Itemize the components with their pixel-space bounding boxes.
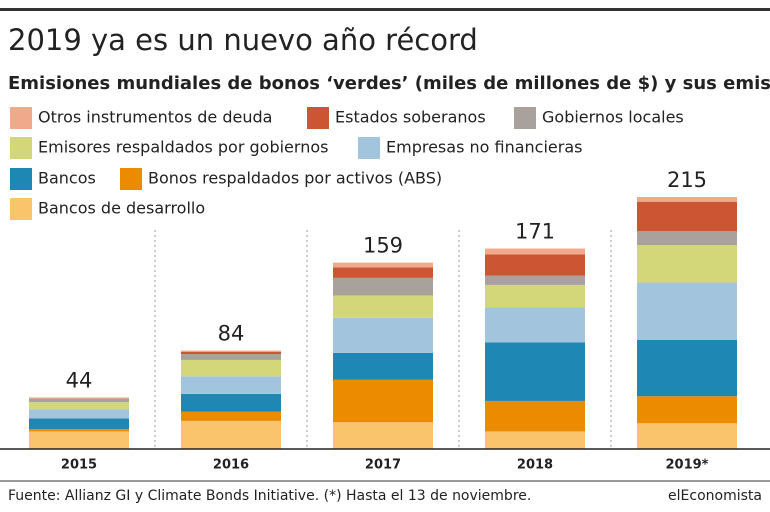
bar-segment bbox=[485, 284, 585, 308]
bar-segment bbox=[333, 267, 433, 278]
bar-segment bbox=[333, 317, 433, 353]
legend-swatch bbox=[10, 137, 32, 159]
bar-segment bbox=[333, 352, 433, 380]
top-rule bbox=[0, 8, 770, 11]
bar-segment bbox=[29, 431, 129, 449]
bar-segment bbox=[637, 201, 737, 231]
bar-segment bbox=[181, 351, 281, 355]
bar-segment bbox=[637, 423, 737, 449]
bar-segment bbox=[333, 277, 433, 296]
legend-label: Emisores respaldados por gobiernos bbox=[38, 138, 328, 157]
bar-segment bbox=[29, 409, 129, 419]
legend-swatch bbox=[120, 168, 142, 190]
legend-label: Otros instrumentos de deuda bbox=[38, 108, 272, 127]
total-label: 171 bbox=[515, 220, 555, 244]
bar-segment bbox=[333, 262, 433, 268]
legend-swatch bbox=[514, 107, 536, 129]
bar-segment bbox=[637, 396, 737, 424]
legend-swatch bbox=[10, 168, 32, 190]
total-label: 215 bbox=[667, 168, 707, 192]
total-label: 44 bbox=[66, 368, 93, 392]
bar-segment bbox=[181, 393, 281, 412]
chart-subtitle: Emisiones mundiales de bonos ‘verdes’ (m… bbox=[8, 73, 770, 94]
bar-segment bbox=[181, 354, 281, 360]
x-tick-label: 2015 bbox=[61, 458, 97, 473]
bar-segment bbox=[29, 397, 129, 399]
bar-segment bbox=[29, 402, 129, 410]
bar-segment bbox=[29, 418, 129, 430]
bar-segment bbox=[637, 339, 737, 397]
legend-swatch bbox=[358, 137, 380, 159]
legend-swatch bbox=[10, 107, 32, 129]
bar-segment bbox=[333, 422, 433, 449]
bar-segment bbox=[333, 379, 433, 423]
total-label: 159 bbox=[363, 234, 403, 258]
bar-segment bbox=[485, 342, 585, 401]
bar-segment bbox=[485, 400, 585, 432]
chart-title: 2019 ya es un nuevo año récord bbox=[8, 23, 478, 57]
bar-segment bbox=[637, 245, 737, 283]
bar-segment bbox=[485, 248, 585, 255]
bar-segment bbox=[637, 282, 737, 340]
legend-label: Bancos de desarrollo bbox=[38, 199, 205, 218]
source: Fuente: Allianz GI y Climate Bonds Initi… bbox=[8, 488, 531, 504]
bar-segment bbox=[637, 197, 737, 202]
bar-segment bbox=[333, 295, 433, 318]
legend-label: Bancos bbox=[38, 169, 96, 188]
legend-swatch bbox=[307, 107, 329, 129]
legend-label: Estados soberanos bbox=[335, 108, 486, 127]
bar-segment bbox=[181, 420, 281, 449]
legend-label: Gobiernos locales bbox=[542, 108, 684, 127]
bar-segment bbox=[181, 350, 281, 352]
x-tick-label: 2019* bbox=[666, 458, 709, 473]
x-tick-label: 2018 bbox=[517, 458, 553, 473]
legend-swatch bbox=[10, 198, 32, 220]
bar-segment bbox=[485, 307, 585, 343]
bar-segment bbox=[181, 359, 281, 377]
brand: elEconomista bbox=[668, 488, 762, 504]
total-label: 84 bbox=[218, 322, 245, 346]
legend-label: Bonos respaldados por activos (ABS) bbox=[148, 169, 442, 188]
x-tick-label: 2016 bbox=[213, 458, 249, 473]
x-tick-label: 2017 bbox=[365, 458, 401, 473]
legend-label: Empresas no financieras bbox=[386, 138, 582, 157]
bar-segment bbox=[485, 254, 585, 276]
bar-segment bbox=[485, 275, 585, 285]
bar-segment bbox=[181, 376, 281, 394]
bar-segment bbox=[485, 431, 585, 449]
bar-segment bbox=[181, 411, 281, 421]
bar-segment bbox=[637, 230, 737, 246]
bar-segment bbox=[29, 398, 129, 403]
bar-segment bbox=[29, 429, 129, 432]
